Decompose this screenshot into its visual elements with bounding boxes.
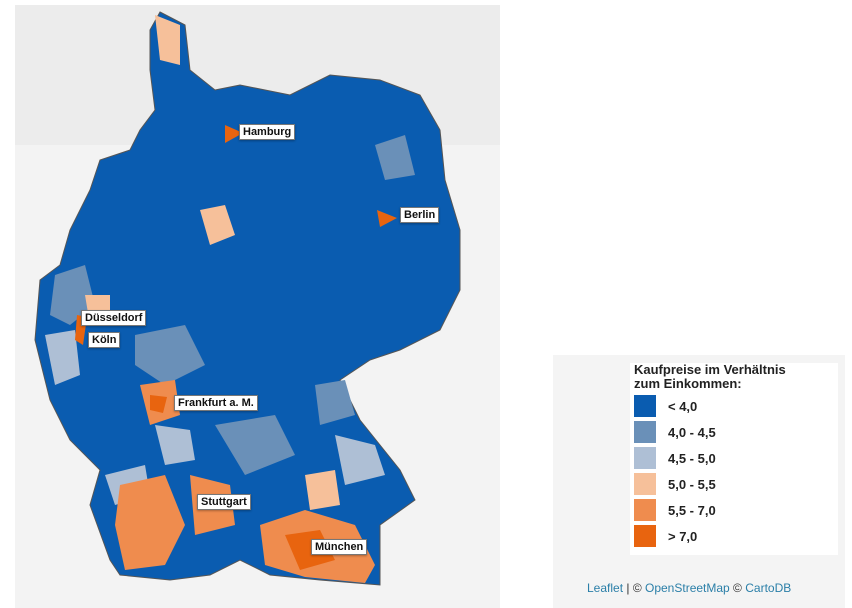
legend-item: < 4,0	[634, 393, 834, 419]
legend-label: 5,0 - 5,5	[668, 476, 716, 492]
legend-swatch	[634, 421, 656, 443]
legend-swatch	[634, 395, 656, 417]
legend-title-line1: Kaufpreise im Verhältnis	[634, 362, 786, 377]
legend-label: 4,0 - 4,5	[668, 424, 716, 440]
legend-label: 5,5 - 7,0	[668, 502, 716, 518]
cartodb-link[interactable]: CartoDB	[745, 581, 792, 595]
legend-swatch	[634, 447, 656, 469]
legend-item: 5,5 - 7,0	[634, 497, 834, 523]
legend-label: 4,5 - 5,0	[668, 450, 716, 466]
legend-swatch	[634, 473, 656, 495]
leaflet-link[interactable]: Leaflet	[587, 581, 624, 595]
legend-swatch	[634, 525, 656, 547]
attribution-separator: ©	[729, 581, 746, 595]
attribution-separator: | ©	[623, 581, 645, 595]
legend-item: 4,0 - 4,5	[634, 419, 834, 445]
legend-item: > 7,0	[634, 523, 834, 549]
legend-item: 5,0 - 5,5	[634, 471, 834, 497]
region-4-0-4-5	[50, 135, 415, 475]
openstreetmap-link[interactable]: OpenStreetMap	[645, 581, 730, 595]
city-label-muenchen[interactable]: München	[311, 539, 368, 555]
region-5-0-5-5	[85, 15, 340, 510]
legend-map-background: Kaufpreise im Verhältnis zum Einkommen: …	[553, 355, 845, 608]
legend-title-line2: zum Einkommen:	[634, 376, 742, 391]
city-label-hamburg[interactable]: Hamburg	[239, 124, 296, 140]
legend-label: < 4,0	[668, 398, 698, 414]
city-label-duesseldorf[interactable]: Düsseldorf	[81, 310, 147, 326]
legend-item: 4,5 - 5,0	[634, 445, 834, 471]
legend-label: > 7,0	[668, 528, 698, 544]
choropleth-map[interactable]: Hamburg Berlin Düsseldorf Köln Frankfurt…	[15, 5, 500, 608]
city-label-koeln[interactable]: Köln	[88, 332, 121, 348]
legend: Kaufpreise im Verhältnis zum Einkommen: …	[630, 363, 838, 555]
map-attribution: Leaflet | © OpenStreetMap © CartoDB	[587, 581, 791, 595]
city-label-berlin[interactable]: Berlin	[400, 207, 440, 223]
map-canvas	[15, 11, 500, 608]
city-label-stuttgart[interactable]: Stuttgart	[197, 494, 251, 510]
legend-swatch	[634, 499, 656, 521]
city-label-frankfurt[interactable]: Frankfurt a. M.	[174, 395, 258, 411]
